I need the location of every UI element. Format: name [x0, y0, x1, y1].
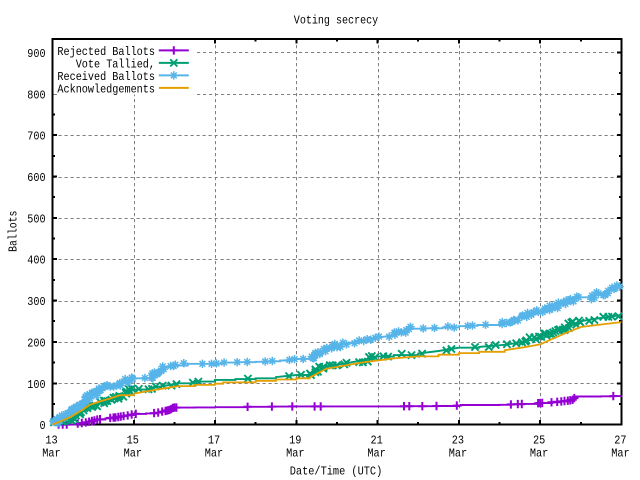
- svg-text:Rejected Ballots: Rejected Ballots: [57, 45, 155, 59]
- svg-text:Mar: Mar: [286, 446, 304, 460]
- svg-text:Vote Tallied,: Vote Tallied,: [76, 57, 155, 71]
- svg-text:300: 300: [27, 295, 45, 309]
- svg-text:200: 200: [27, 336, 45, 350]
- svg-text:19: 19: [289, 433, 301, 447]
- svg-text:100: 100: [27, 378, 45, 392]
- svg-text:Mar: Mar: [367, 446, 385, 460]
- svg-text:Received Ballots: Received Ballots: [57, 70, 155, 84]
- svg-text:Acknowledgements: Acknowledgements: [57, 82, 155, 96]
- svg-text:Voting secrecy: Voting secrecy: [294, 14, 378, 28]
- svg-text:800: 800: [27, 88, 45, 102]
- svg-text:600: 600: [27, 171, 45, 185]
- svg-text:Mar: Mar: [449, 446, 467, 460]
- svg-text:15: 15: [127, 433, 139, 447]
- svg-text:400: 400: [27, 254, 45, 268]
- svg-text:13: 13: [45, 433, 57, 447]
- svg-text:Mar: Mar: [530, 446, 548, 460]
- svg-text:Ballots: Ballots: [7, 211, 21, 252]
- svg-text:25: 25: [533, 433, 545, 447]
- svg-text:0: 0: [40, 419, 46, 433]
- svg-text:27: 27: [614, 433, 626, 447]
- svg-text:23: 23: [452, 433, 464, 447]
- svg-text:700: 700: [27, 130, 45, 144]
- svg-text:Mar: Mar: [205, 446, 223, 460]
- svg-text:Mar: Mar: [42, 446, 60, 460]
- svg-text:17: 17: [208, 433, 220, 447]
- svg-text:500: 500: [27, 212, 45, 226]
- svg-text:Mar: Mar: [611, 446, 629, 460]
- svg-text:21: 21: [370, 433, 382, 447]
- svg-text:900: 900: [27, 47, 45, 61]
- svg-text:Mar: Mar: [124, 446, 142, 460]
- svg-text:Date/Time (UTC): Date/Time (UTC): [290, 465, 383, 479]
